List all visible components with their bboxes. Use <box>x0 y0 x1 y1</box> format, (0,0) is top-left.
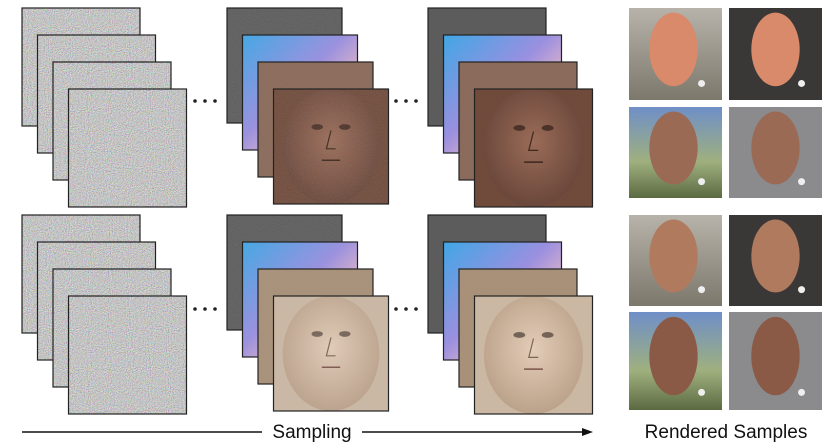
grain <box>274 296 389 411</box>
head <box>649 317 697 395</box>
head <box>649 112 697 185</box>
stack-layer <box>274 89 389 204</box>
noise <box>69 296 187 414</box>
rendered-label: Rendered Samples <box>645 422 808 443</box>
render <box>729 8 822 100</box>
light-probe <box>698 286 705 293</box>
light-probe <box>798 389 805 396</box>
light-probe <box>698 178 705 185</box>
render <box>629 8 722 100</box>
grain <box>475 296 593 414</box>
grain <box>274 89 389 204</box>
stack-layer <box>69 89 187 207</box>
head <box>751 112 799 185</box>
light-probe <box>798 286 805 293</box>
stack-layer <box>475 296 593 414</box>
light-probe <box>798 178 805 185</box>
light-probe <box>698 389 705 396</box>
noise <box>69 89 187 207</box>
sampling-stacks <box>22 8 593 414</box>
head <box>751 13 799 87</box>
page: Sampling Rendered Samples (() => { const… <box>0 0 831 444</box>
arrow-head <box>582 428 593 436</box>
head <box>649 220 697 293</box>
render <box>729 312 822 410</box>
figure: Sampling Rendered Samples <box>0 0 831 444</box>
render <box>629 312 722 410</box>
render <box>729 215 822 306</box>
stack-layer <box>69 296 187 414</box>
light-probe <box>698 80 705 87</box>
render <box>729 107 822 198</box>
render <box>629 215 722 306</box>
rendered-samples <box>629 8 822 410</box>
light-probe <box>798 80 805 87</box>
stack-layer <box>475 89 593 207</box>
grain <box>475 89 593 207</box>
head <box>751 220 799 293</box>
head <box>649 13 697 87</box>
render <box>629 107 722 198</box>
sampling-label: Sampling <box>272 422 351 443</box>
head <box>751 317 799 395</box>
stack-layer <box>274 296 389 411</box>
